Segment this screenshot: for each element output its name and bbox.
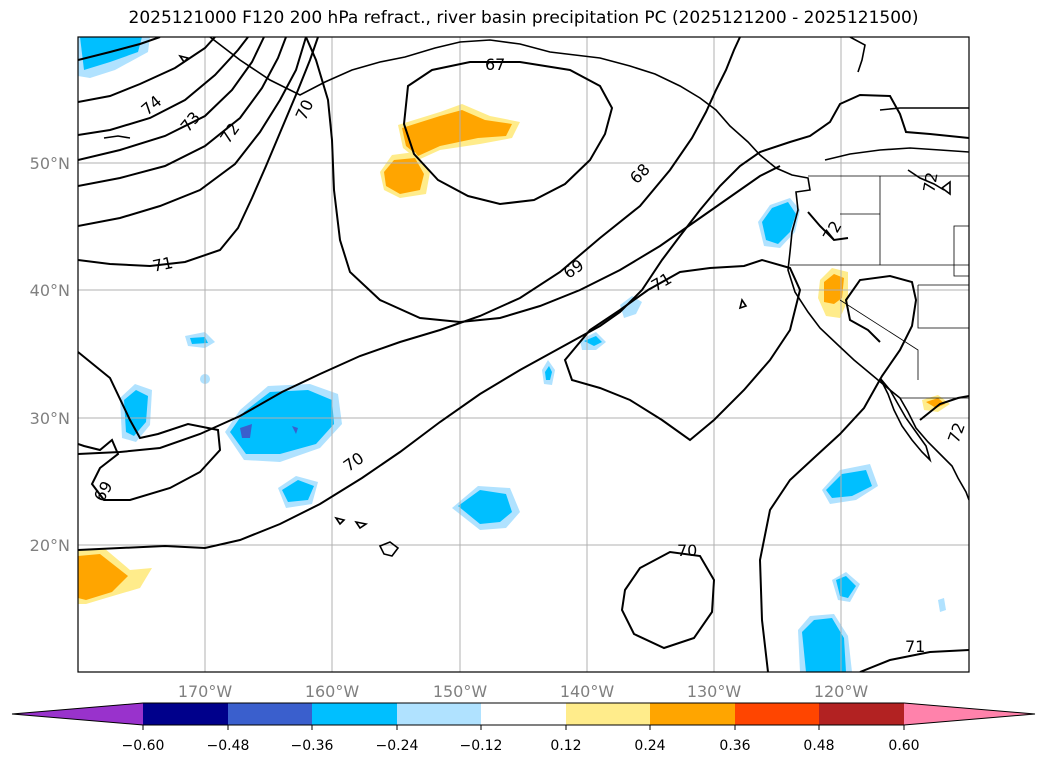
contour-label: 67 bbox=[485, 55, 505, 74]
precip-negative-area bbox=[240, 424, 252, 438]
contour-label: 71 bbox=[151, 253, 175, 276]
contour-label: 71 bbox=[905, 637, 925, 656]
colorbar-segment bbox=[481, 703, 566, 725]
precip-positive-area bbox=[926, 398, 945, 408]
contour-line bbox=[78, 37, 307, 227]
precip-negative-area bbox=[802, 618, 846, 672]
lon-label: 140°W bbox=[560, 682, 615, 701]
colorbar-tick-label: 0.48 bbox=[803, 738, 834, 754]
contour-line bbox=[402, 61, 614, 206]
lat-label: 40°N bbox=[30, 281, 70, 300]
colorbar-tick-label: −0.24 bbox=[376, 738, 419, 754]
contour-line bbox=[807, 211, 849, 242]
colorbar-tick-label: −0.12 bbox=[460, 738, 503, 754]
map-title: 2025121000 F120 200 hPa refract., river … bbox=[128, 8, 919, 28]
precip-negative-area bbox=[80, 37, 142, 70]
contour-line bbox=[563, 258, 802, 442]
colorbar: −0.60 −0.48 −0.36 −0.24 −0.12 0.12 0.24 … bbox=[11, 702, 1036, 754]
refractivity-contours bbox=[78, 37, 969, 672]
contour-line bbox=[78, 37, 287, 187]
political-borders bbox=[790, 175, 969, 399]
precip-negative-area bbox=[545, 366, 552, 380]
precip-negative-area bbox=[124, 390, 148, 436]
colorbar-segment bbox=[228, 703, 312, 725]
map-frame bbox=[77, 36, 970, 673]
lon-label: 170°W bbox=[178, 682, 233, 701]
precip-negative-area bbox=[292, 426, 298, 434]
lon-label: 120°W bbox=[814, 682, 869, 701]
contour-line bbox=[620, 550, 716, 650]
colorbar-segment bbox=[566, 703, 650, 725]
colorbar-tick-label: 0.24 bbox=[634, 738, 665, 754]
lon-label: 160°W bbox=[305, 682, 360, 701]
contour-line bbox=[758, 274, 918, 672]
contour-line bbox=[78, 37, 249, 136]
colorbar-segment bbox=[397, 703, 481, 725]
precip-negative-area bbox=[282, 480, 314, 502]
colorbar-ticks bbox=[142, 725, 905, 730]
colorbar-segment bbox=[143, 703, 228, 725]
precip-shading bbox=[78, 37, 950, 672]
lon-label: 150°W bbox=[433, 682, 488, 701]
precip-negative-area bbox=[584, 336, 602, 346]
colorbar-extend-max bbox=[904, 703, 1035, 725]
contour-line bbox=[859, 649, 969, 672]
contour-line bbox=[78, 37, 161, 61]
contour-label: 70 bbox=[677, 541, 697, 560]
precip-negative-area bbox=[938, 598, 946, 612]
contour-line bbox=[78, 37, 216, 103]
colorbar-tick-label: 0.36 bbox=[719, 738, 750, 754]
lat-label: 20°N bbox=[30, 536, 70, 555]
lon-label: 130°W bbox=[687, 682, 742, 701]
contour-line bbox=[78, 351, 222, 501]
latitude-labels: 50°N 40°N 30°N 20°N bbox=[30, 154, 70, 555]
colorbar-tick-label: −0.48 bbox=[207, 738, 250, 754]
contour-line bbox=[78, 37, 741, 455]
colorbar-tick-label: 0.60 bbox=[888, 738, 919, 754]
contour-line bbox=[78, 37, 319, 268]
precip-negative-area bbox=[826, 470, 872, 498]
precip-positive-area bbox=[402, 110, 512, 156]
precip-positive-area bbox=[78, 554, 128, 600]
contour-line bbox=[919, 395, 969, 421]
longitude-labels: 170°W 160°W 150°W 140°W 130°W 120°W bbox=[178, 682, 869, 701]
colorbar-tick-label: −0.60 bbox=[122, 738, 165, 754]
colorbar-tick-label: −0.36 bbox=[291, 738, 334, 754]
contour-label: 72 bbox=[919, 171, 941, 194]
precip-negative-area bbox=[190, 337, 208, 344]
contour-line bbox=[78, 37, 265, 161]
contour-labels: 74 73 72 70 67 68 69 71 71 70 69 70 71 7… bbox=[90, 55, 969, 656]
lat-label: 30°N bbox=[30, 409, 70, 428]
coastlines bbox=[103, 37, 969, 557]
colorbar-segment bbox=[819, 703, 904, 725]
colorbar-segment bbox=[312, 703, 397, 725]
contour-line bbox=[78, 93, 969, 551]
contour-line bbox=[305, 37, 781, 324]
colorbar-segment bbox=[650, 703, 735, 725]
colorbar-tick-label: 0.12 bbox=[550, 738, 581, 754]
precip-negative-area bbox=[458, 490, 512, 524]
precip-positive-area bbox=[824, 274, 844, 304]
map-panel: 74 73 72 70 67 68 69 71 71 70 69 70 71 7… bbox=[78, 37, 969, 672]
precip-negative-area bbox=[620, 296, 642, 318]
colorbar-segment bbox=[735, 703, 819, 725]
colorbar-extend-min bbox=[12, 703, 143, 725]
precip-negative-area bbox=[762, 202, 796, 244]
precip-positive-area bbox=[384, 158, 424, 194]
lat-label: 50°N bbox=[30, 154, 70, 173]
